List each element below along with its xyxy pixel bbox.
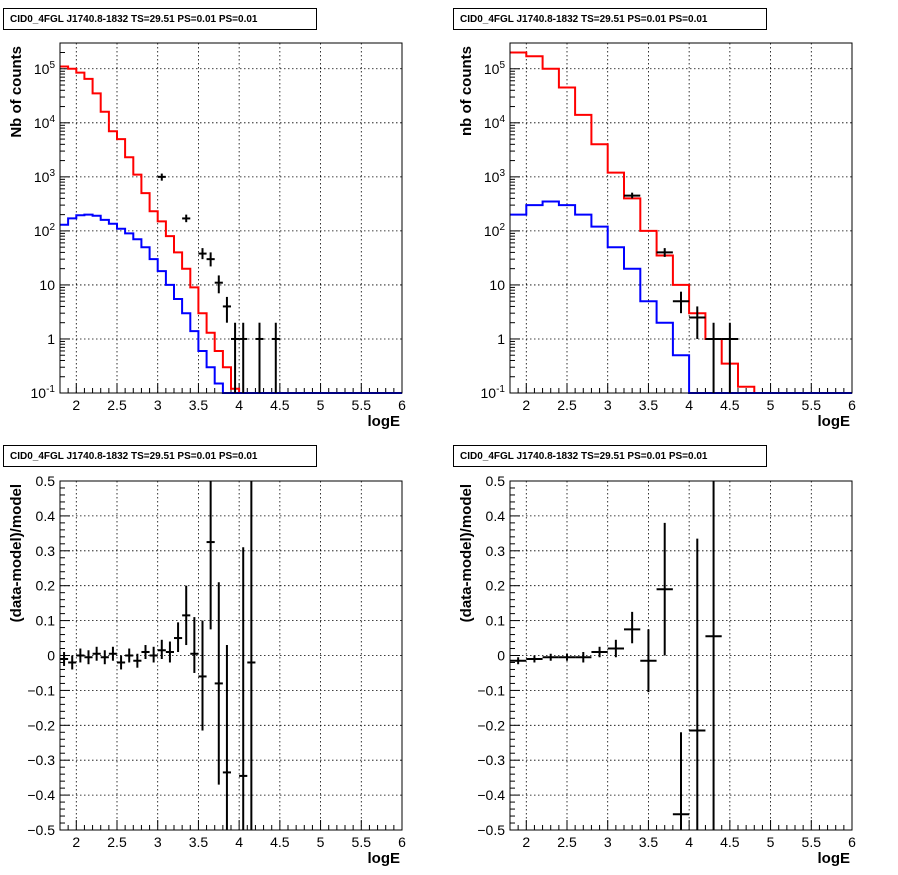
x-tick-label: 5: [767, 397, 775, 413]
y-tick-label: 10: [489, 277, 505, 293]
x-tick-label: 2: [522, 397, 530, 413]
x-tick-label: 5.5: [802, 397, 822, 413]
series-step-0: [60, 65, 402, 394]
x-tick-label: 3: [604, 397, 612, 413]
plot-title-bottom-left: CID0_4FGL J1740.8-1832 TS=29.51 PS=0.01 …: [3, 445, 317, 467]
x-tick-label: 3.5: [189, 834, 209, 850]
y-tick-label: 102: [34, 222, 56, 239]
x-tick-label: 2: [72, 397, 80, 413]
x-tick-label: 6: [848, 834, 856, 850]
y-tick-label: 0.4: [36, 508, 56, 524]
y-tick-label: 104: [34, 114, 56, 131]
y-tick-label: −0.2: [477, 717, 505, 733]
x-tick-label: 5: [317, 397, 325, 413]
y-tick-label: 0.2: [36, 578, 56, 594]
x-axis-title: logE: [818, 850, 851, 867]
y-tick-label: 0.5: [486, 473, 506, 489]
plot-2: 2 2.5 3 3.5 4 4.5 5 5.5 6 −0.5 −0.4 −0.3 −0.2 −0.1 0 0.…: [8, 473, 406, 867]
y-axis-title: Nb of counts: [8, 46, 25, 138]
x-tick-label: 4: [235, 834, 243, 850]
y-tick-label: 10-1: [31, 384, 56, 401]
y-tick-label: −0.5: [27, 822, 55, 838]
x-tick-label: 4.5: [720, 397, 740, 413]
y-tick-label: 1: [47, 331, 55, 347]
y-tick-label: 0.4: [486, 508, 506, 524]
y-tick-label: −0.1: [477, 682, 505, 698]
x-tick-label: 4: [235, 397, 243, 413]
x-tick-label: 2.5: [107, 397, 127, 413]
plot-frame: [509, 42, 853, 394]
series-step-0: [510, 51, 852, 394]
x-tick-label: 5.5: [802, 834, 822, 850]
y-tick-label: 0.2: [486, 578, 506, 594]
y-tick-label: −0.3: [27, 752, 55, 768]
plot-0: 2 2.5 3 3.5 4 4.5 5 5.5 6 10-1 1 10 102 103 104 105 logE…: [8, 42, 406, 430]
y-axis-title: nb of counts: [458, 46, 475, 136]
y-tick-label: 105: [34, 60, 56, 77]
x-tick-label: 5.5: [352, 397, 372, 413]
x-tick-label: 3.5: [189, 397, 209, 413]
plot-title-bottom-right: CID0_4FGL J1740.8-1832 TS=29.51 PS=0.01 …: [453, 445, 767, 467]
x-tick-label: 4: [685, 834, 693, 850]
y-tick-label: 0.1: [36, 613, 56, 629]
x-tick-label: 2: [72, 834, 80, 850]
y-tick-label: 0: [497, 648, 505, 664]
y-tick-label: 103: [34, 168, 56, 185]
x-tick-label: 4: [685, 397, 693, 413]
x-axis-title: logE: [818, 413, 851, 430]
plot-3: 2 2.5 3 3.5 4 4.5 5 5.5 6 −0.5 −0.4 −0.3 −0.2 −0.1 0 0.…: [458, 473, 856, 867]
y-tick-label: −0.3: [477, 752, 505, 768]
x-tick-label: 6: [398, 397, 406, 413]
y-tick-label: 0: [47, 648, 55, 664]
y-tick-label: 103: [484, 168, 506, 185]
y-tick-label: −0.4: [477, 787, 505, 803]
y-tick-label: −0.5: [477, 822, 505, 838]
x-tick-label: 3: [604, 834, 612, 850]
plot-title-top-right: CID0_4FGL J1740.8-1832 TS=29.51 PS=0.01 …: [453, 8, 767, 30]
x-tick-label: 6: [848, 397, 856, 413]
y-tick-label: −0.2: [27, 717, 55, 733]
x-tick-label: 5: [317, 834, 325, 850]
x-axis-title: logE: [368, 850, 401, 867]
y-axis-title: (data-model)/model: [458, 484, 475, 622]
x-tick-label: 3.5: [639, 397, 659, 413]
y-tick-label: 0.5: [36, 473, 56, 489]
plot-title-top-left: CID0_4FGL J1740.8-1832 TS=29.51 PS=0.01 …: [3, 8, 317, 30]
plot-1: 2 2.5 3 3.5 4 4.5 5 5.5 6 10-1 1 10 102 103 104 105 logE…: [458, 42, 856, 430]
x-tick-label: 2.5: [557, 397, 577, 413]
y-tick-label: −0.4: [27, 787, 55, 803]
x-tick-label: 4.5: [720, 834, 740, 850]
x-tick-label: 2.5: [557, 834, 577, 850]
plot-frame: [59, 42, 403, 394]
y-tick-label: 0.1: [486, 613, 506, 629]
y-axis-title: (data-model)/model: [8, 484, 25, 622]
y-tick-label: 102: [484, 222, 506, 239]
y-tick-label: 10: [39, 277, 55, 293]
x-tick-label: 5: [767, 834, 775, 850]
x-tick-label: 3.5: [639, 834, 659, 850]
y-tick-label: 10-1: [481, 384, 506, 401]
x-tick-label: 4.5: [270, 397, 290, 413]
x-tick-label: 3: [154, 397, 162, 413]
plot-frame: [509, 480, 853, 831]
x-tick-label: 2.5: [107, 834, 127, 850]
y-tick-label: 0.3: [486, 543, 506, 559]
y-tick-label: 0.3: [36, 543, 56, 559]
plot-frame: [59, 480, 403, 831]
x-tick-label: 6: [398, 834, 406, 850]
y-tick-label: 1: [497, 331, 505, 347]
x-tick-label: 5.5: [352, 834, 372, 850]
x-axis-title: logE: [368, 413, 401, 430]
x-tick-label: 3: [154, 834, 162, 850]
y-tick-label: 105: [484, 60, 506, 77]
x-tick-label: 4.5: [270, 834, 290, 850]
y-tick-label: 104: [484, 114, 506, 131]
y-tick-label: −0.1: [27, 682, 55, 698]
x-tick-label: 2: [522, 834, 530, 850]
